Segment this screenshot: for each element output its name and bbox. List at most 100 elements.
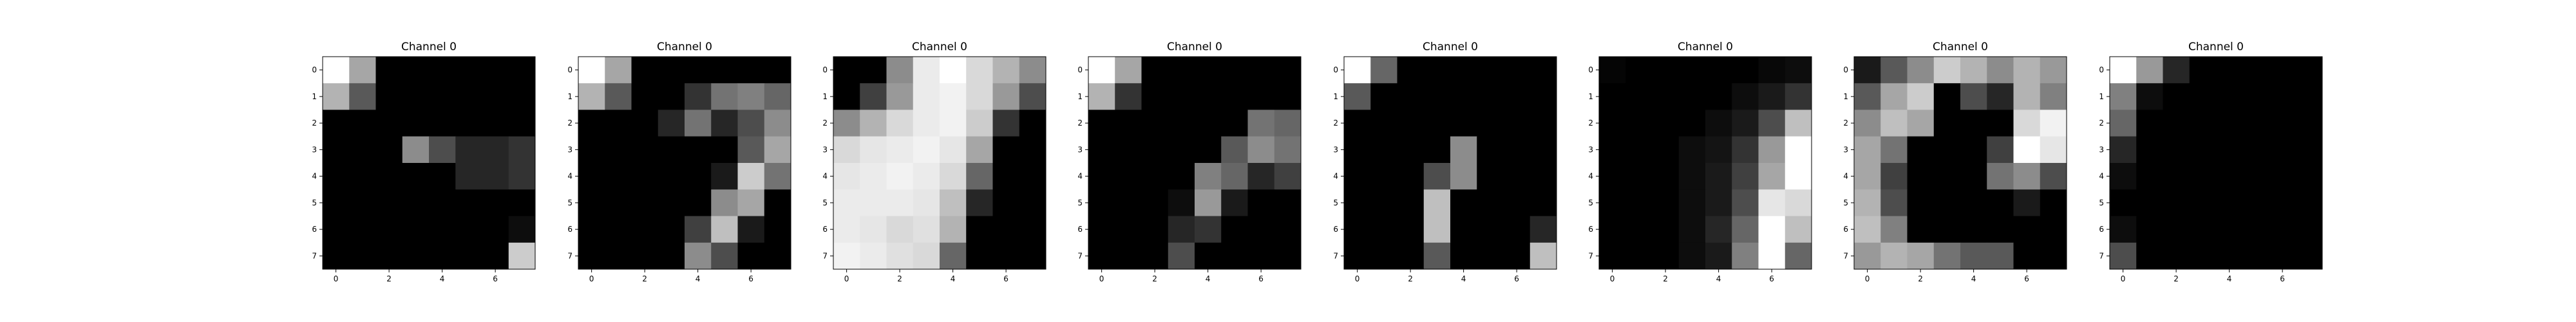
y-tick-label: 4 — [567, 172, 573, 181]
y-tick-label: 1 — [1333, 92, 1338, 101]
heatmap-cell — [323, 136, 350, 164]
y-tick-label: 3 — [1077, 145, 1083, 154]
heatmap-cell — [2163, 189, 2190, 216]
heatmap-cell — [1019, 242, 1046, 270]
x-tick-label: 0 — [1099, 274, 1104, 283]
heatmap-cell — [323, 242, 350, 270]
heatmap-cell — [1880, 109, 1908, 137]
heatmap-cell — [375, 57, 403, 84]
heatmap-cell — [966, 163, 993, 190]
x-tick-label: 4 — [1971, 274, 1976, 283]
heatmap-cell — [1221, 242, 1248, 270]
x-tick-label: 6 — [2280, 274, 2285, 283]
heatmap-cell — [1854, 216, 1881, 243]
heatmap-cell — [349, 109, 376, 137]
heatmap-cell — [1141, 163, 1169, 190]
y-tick-label: 5 — [822, 198, 828, 207]
y-tick-label: 0 — [1843, 66, 1848, 75]
heatmap-cell — [1678, 136, 1706, 164]
heatmap-cell — [1168, 242, 1195, 270]
heatmap-cell — [605, 216, 632, 243]
y-tick-label: 5 — [1077, 198, 1083, 207]
heatmap-cell — [323, 109, 350, 137]
heatmap-cell — [1652, 57, 1680, 84]
heatmap-cell — [1477, 242, 1504, 270]
heatmap-cell — [1732, 109, 1759, 137]
heatmap-cell — [886, 242, 914, 270]
heatmap-cell — [1705, 163, 1732, 190]
heatmap-cell — [1625, 57, 1653, 84]
heatmap-cell — [1019, 83, 1046, 110]
heatmap-cell — [429, 242, 456, 270]
heatmap-cell — [1423, 136, 1451, 164]
heatmap-cell — [2040, 216, 2067, 243]
heatmap-cell — [1141, 189, 1169, 216]
x-tick-label: 6 — [2024, 274, 2029, 283]
heatmap-cell — [1960, 57, 1987, 84]
heatmap-cell — [1503, 136, 1531, 164]
heatmap-cell — [1450, 83, 1477, 110]
heatmap-cell — [482, 57, 509, 84]
heatmap-cell — [578, 57, 605, 84]
heatmap-cell — [1221, 109, 1248, 137]
heatmap-cell — [605, 163, 632, 190]
heatmap-cell — [966, 216, 993, 243]
y-tick-label: 2 — [312, 118, 317, 128]
heatmap-cell — [1530, 189, 1557, 216]
heatmap-cell — [966, 189, 993, 216]
heatmap-cell — [402, 57, 430, 84]
heatmap-panel-4: Channel 0 0 2 4 6 0 1 2 3 4 5 6 7 — [1333, 41, 1557, 283]
heatmap-cell — [429, 136, 456, 164]
heatmap-cell — [940, 163, 967, 190]
heatmap-cell — [349, 163, 376, 190]
heatmap-cell — [2242, 216, 2269, 243]
heatmap-cell — [455, 83, 482, 110]
y-tick-label: 6 — [1333, 225, 1338, 234]
heatmap-cell — [1115, 216, 1142, 243]
heatmap-cell — [886, 163, 914, 190]
heatmap-cell — [1530, 216, 1557, 243]
axes-frame — [1088, 56, 1302, 270]
panel-title: Channel 0 — [2188, 41, 2244, 53]
heatmap-cell — [482, 163, 509, 190]
heatmap-cell — [2189, 83, 2217, 110]
heatmap-cell — [605, 83, 632, 110]
axes-frame — [2109, 56, 2323, 270]
heatmap-cell — [860, 242, 887, 270]
heatmap-cell — [2040, 242, 2067, 270]
y-tick-label: 5 — [2099, 198, 2104, 207]
y-tick-label: 3 — [1843, 145, 1848, 154]
heatmap-cell — [1732, 189, 1759, 216]
heatmap-cell — [508, 57, 536, 84]
heatmap-cell — [1785, 109, 1812, 137]
y-tick-label: 2 — [567, 118, 573, 128]
heatmap-cell — [1678, 57, 1706, 84]
heatmap-cell — [1987, 189, 2014, 216]
heatmap-cell — [833, 216, 860, 243]
y-tick-label: 6 — [1077, 225, 1083, 234]
heatmap-cell — [482, 189, 509, 216]
heatmap-cell — [2189, 109, 2217, 137]
y-tick-label: 7 — [312, 251, 317, 260]
y-tick-label: 3 — [822, 145, 828, 154]
heatmap-cell — [578, 242, 605, 270]
heatmap-cell — [1785, 189, 1812, 216]
heatmap-cell — [2189, 242, 2217, 270]
heatmap-panel-3: Channel 0 0 2 4 6 0 1 2 3 4 5 6 7 — [1077, 41, 1302, 283]
heatmap-cell — [1195, 136, 1222, 164]
heatmap-cell — [349, 83, 376, 110]
heatmap-cell — [1960, 216, 1987, 243]
heatmap-cell — [1274, 242, 1302, 270]
heatmap-cell — [1599, 216, 1626, 243]
heatmap-cell — [658, 163, 685, 190]
heatmap-cell — [1854, 57, 1881, 84]
heatmap-cell — [1678, 242, 1706, 270]
heatmap-cell — [737, 109, 765, 137]
heatmap-cell — [1907, 136, 1935, 164]
heatmap-cell — [578, 109, 605, 137]
panel-title: Channel 0 — [657, 41, 712, 53]
y-tick-label: 1 — [822, 92, 828, 101]
heatmap-cell — [685, 136, 712, 164]
heatmap-cell — [1115, 57, 1142, 84]
heatmap-cell — [1530, 109, 1557, 137]
